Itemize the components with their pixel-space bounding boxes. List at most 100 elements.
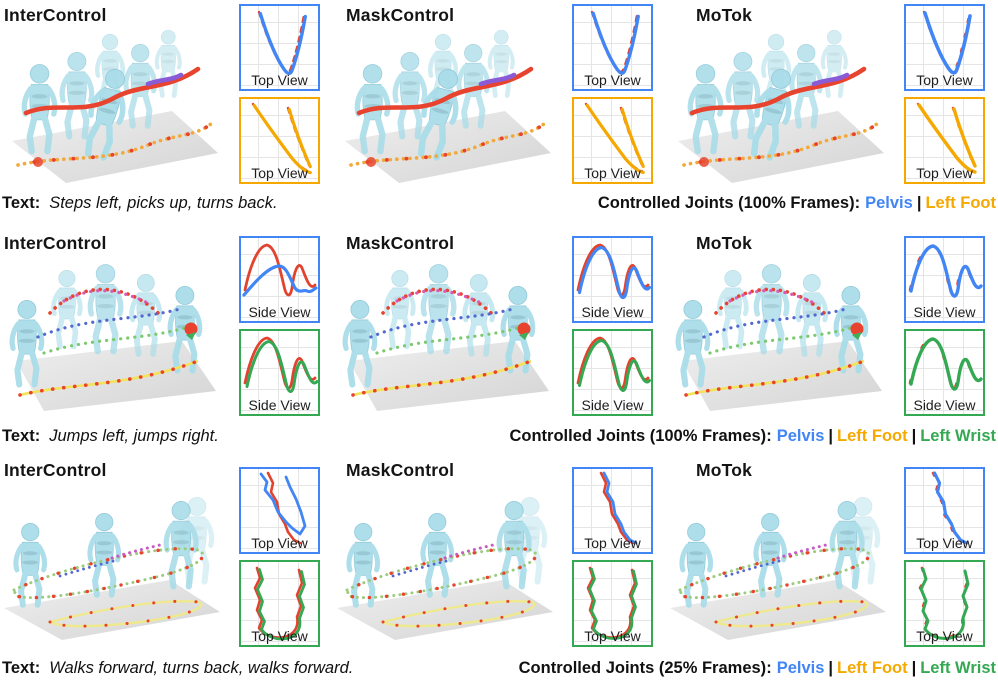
controls-label: Controlled Joints (100% Frames) (597, 194, 855, 212)
inset-column: Side View Side View (904, 236, 985, 416)
controlled-joints-caption: Controlled Joints (100% Frames): Pelvis | L… (509, 427, 996, 446)
joint-pelvis-label: Pelvis (776, 659, 825, 677)
motion-scene (333, 470, 559, 642)
inset-pelvis-top-view: Top View (239, 4, 320, 91)
separator: | (828, 427, 834, 445)
colon: : (854, 194, 861, 212)
method-title: MaskControl (346, 5, 455, 25)
method-panel-maskcontrol: MaskControl Side View Side View (333, 228, 666, 455)
inset-left-wrist-top-view: Top View (904, 560, 985, 647)
colon: : (34, 427, 41, 445)
inset-pelvis-side-view: Side View (904, 236, 985, 323)
inset-pelvis-top-view: Top View (572, 467, 653, 554)
separator: | (911, 659, 917, 677)
inset-column: Top View Top View (904, 4, 985, 184)
colon: : (34, 194, 41, 212)
inset-column: Top View Top View (572, 467, 653, 647)
text-prompt-caption: Text: Steps left, picks up, turns back. (2, 194, 278, 213)
method-panel-maskcontrol: MaskControl Top View Top View (333, 0, 666, 228)
inset-pelvis-top-view: Top View (572, 4, 653, 91)
inset-view-label: Top View (584, 628, 641, 644)
figure-row-2: InterControl Side View Side View (0, 228, 998, 455)
text-body: Jumps left, jumps right. (49, 427, 219, 445)
inset-column: Top View Top View (239, 467, 320, 647)
inset-view-label: Top View (916, 628, 973, 644)
inset-left-foot-top-view: Top View (904, 97, 985, 184)
inset-pelvis-side-view: Side View (239, 236, 320, 323)
inset-column: Side View Side View (572, 236, 653, 416)
inset-left-wrist-top-view: Top View (239, 560, 320, 647)
method-panel-intercontrol: InterControl Top View Top View (0, 0, 333, 228)
text-body: Steps left, picks up, turns back. (49, 194, 278, 212)
inset-left-wrist-side-view: Side View (572, 329, 653, 416)
inset-left-foot-top-view: Top View (572, 97, 653, 184)
motion-scene (666, 15, 892, 187)
inset-view-label: Top View (916, 535, 973, 551)
inset-view-label: Top View (251, 628, 308, 644)
method-panel-maskcontrol: MaskControl Top View Top View (333, 455, 666, 683)
motion-scene (0, 470, 226, 642)
joint-left-foot-label: Left Foot (837, 659, 908, 677)
inset-view-label: Top View (584, 535, 641, 551)
inset-left-foot-top-view: Top View (239, 97, 320, 184)
controlled-joints-caption: Controlled Joints (25% Frames): Pelvis | Le… (519, 659, 996, 678)
inset-pelvis-top-view: Top View (239, 467, 320, 554)
motion-scene (333, 243, 559, 415)
figure-row-3: InterControl Top View Top View (0, 455, 998, 683)
colon: : (34, 659, 41, 677)
method-panel-intercontrol: InterControl Top View Top View (0, 455, 333, 683)
inset-view-label: Side View (913, 304, 976, 320)
inset-pelvis-top-view: Top View (904, 467, 985, 554)
motion-scene (666, 243, 892, 415)
inset-pelvis-side-view: Side View (572, 236, 653, 323)
method-title: MoTok (696, 233, 753, 253)
inset-view-label: Top View (916, 165, 973, 181)
inset-column: Top View Top View (904, 467, 985, 647)
inset-view-label: Top View (584, 72, 641, 88)
inset-column: Top View Top View (239, 4, 320, 184)
inset-left-wrist-side-view: Side View (239, 329, 320, 416)
inset-left-wrist-side-view: Side View (904, 329, 985, 416)
inset-view-label: Side View (581, 397, 644, 413)
inset-view-label: Top View (251, 535, 308, 551)
figure-row-1: InterControl Top View Top View (0, 0, 998, 228)
method-panel-motok: MoTok Top View Top View (666, 0, 998, 228)
inset-view-label: Side View (248, 304, 311, 320)
inset-view-label: Side View (248, 397, 311, 413)
method-title: MaskControl (346, 233, 455, 253)
inset-left-wrist-top-view: Top View (572, 560, 653, 647)
method-title: InterControl (4, 460, 107, 480)
motion-scene (333, 15, 559, 187)
inset-pelvis-top-view: Top View (904, 4, 985, 91)
colon: : (766, 427, 772, 445)
method-title: MoTok (696, 5, 753, 25)
method-title: InterControl (4, 5, 107, 25)
text-label: Text (2, 659, 35, 677)
inset-view-label: Side View (581, 304, 644, 320)
inset-view-label: Top View (251, 165, 308, 181)
inset-view-label: Top View (584, 165, 641, 181)
joint-pelvis-label: Pelvis (776, 427, 825, 445)
separator: | (911, 427, 917, 445)
inset-column: Side View Side View (239, 236, 320, 416)
inset-view-label: Top View (916, 72, 973, 88)
motion-scene (666, 470, 892, 642)
colon: : (766, 659, 772, 677)
controls-label: Controlled Joints (25% Frames) (518, 659, 767, 677)
joint-left-foot-label: Left Foot (925, 194, 996, 212)
joint-pelvis-label: Pelvis (865, 194, 913, 212)
text-prompt-caption: Text: Jumps left, jumps right. (2, 427, 219, 446)
motion-scene (0, 243, 226, 415)
joint-left-wrist-label: Left Wrist (920, 427, 996, 445)
method-title: MoTok (696, 460, 753, 480)
inset-view-label: Top View (251, 72, 308, 88)
separator: | (828, 659, 834, 677)
method-title: MaskControl (346, 460, 455, 480)
method-panel-motok: MoTok Top View Top View (666, 455, 998, 683)
controlled-joints-caption: Controlled Joints (100% Frames): Pelvis | L… (598, 194, 996, 213)
method-title: InterControl (4, 233, 107, 253)
method-panel-motok: MoTok Side View Side View (666, 228, 998, 455)
inset-column: Top View Top View (572, 4, 653, 184)
text-label: Text (2, 427, 35, 445)
